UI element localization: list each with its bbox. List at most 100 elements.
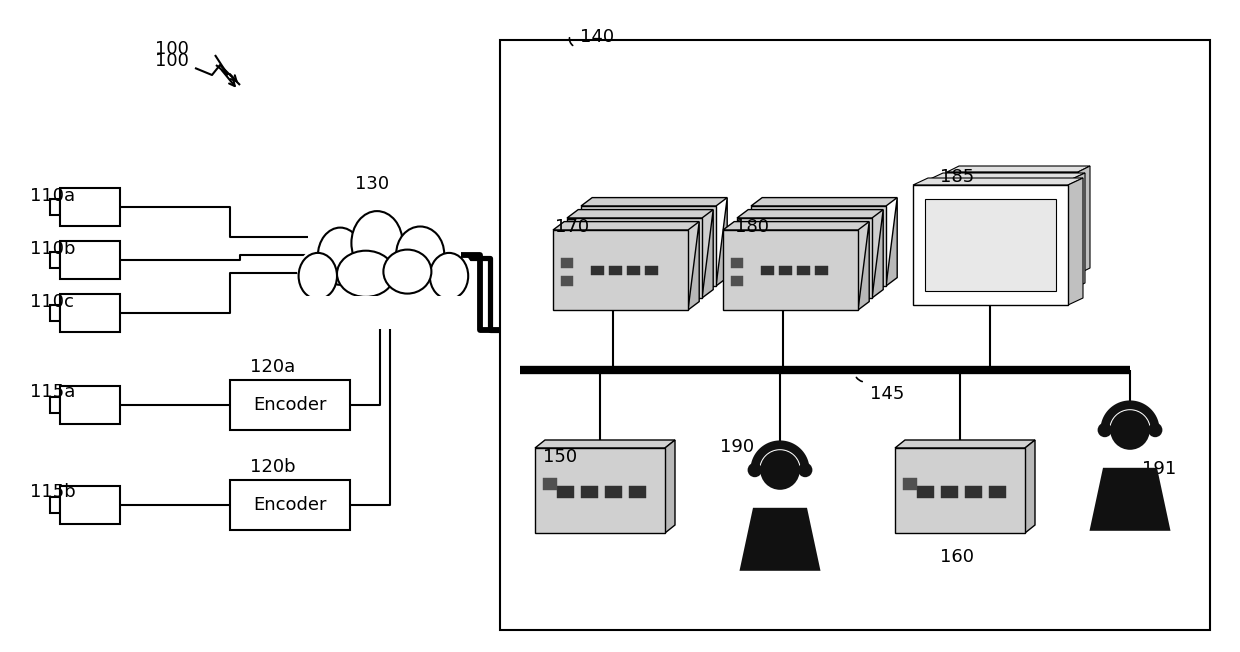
Polygon shape: [872, 209, 883, 298]
Polygon shape: [858, 222, 869, 310]
Bar: [609, 266, 622, 275]
Circle shape: [1148, 422, 1162, 437]
Ellipse shape: [383, 250, 432, 293]
Bar: [582, 486, 598, 498]
Bar: [60, 386, 120, 424]
Bar: [560, 258, 573, 268]
Polygon shape: [751, 198, 898, 206]
Circle shape: [799, 463, 812, 477]
Polygon shape: [739, 508, 821, 570]
Text: 115b: 115b: [30, 483, 76, 501]
Bar: [723, 230, 858, 310]
Polygon shape: [930, 173, 1085, 179]
Ellipse shape: [337, 251, 394, 297]
Text: Encoder: Encoder: [253, 496, 327, 514]
Bar: [567, 218, 702, 298]
Polygon shape: [895, 440, 1035, 448]
Bar: [557, 486, 574, 498]
Bar: [947, 172, 1078, 274]
Bar: [60, 241, 120, 279]
Polygon shape: [715, 198, 727, 286]
Polygon shape: [1078, 166, 1090, 274]
Polygon shape: [737, 209, 883, 218]
Bar: [965, 486, 982, 498]
Bar: [582, 206, 715, 286]
Polygon shape: [688, 222, 699, 310]
Polygon shape: [582, 198, 727, 206]
Bar: [627, 266, 640, 275]
Bar: [560, 276, 573, 286]
Bar: [543, 478, 557, 490]
Text: 110b: 110b: [30, 240, 76, 258]
Bar: [930, 179, 1073, 289]
Polygon shape: [1068, 178, 1083, 305]
Bar: [761, 266, 774, 275]
Text: 110a: 110a: [30, 187, 76, 205]
Polygon shape: [1073, 173, 1085, 289]
Text: 110c: 110c: [30, 293, 74, 311]
Bar: [50, 497, 60, 513]
Bar: [895, 448, 1025, 533]
Ellipse shape: [299, 253, 337, 299]
Ellipse shape: [430, 253, 469, 299]
Text: Encoder: Encoder: [253, 396, 327, 414]
Ellipse shape: [351, 211, 403, 275]
Ellipse shape: [317, 228, 362, 285]
Text: 170: 170: [556, 218, 589, 236]
Ellipse shape: [397, 226, 444, 282]
Text: 160: 160: [940, 548, 973, 566]
Polygon shape: [947, 166, 1090, 172]
Bar: [737, 218, 872, 298]
Bar: [925, 199, 1056, 291]
Ellipse shape: [298, 232, 472, 309]
Text: 120b: 120b: [250, 458, 295, 476]
Bar: [605, 486, 622, 498]
Bar: [50, 199, 60, 215]
Text: 100: 100: [155, 52, 188, 70]
Polygon shape: [887, 198, 898, 286]
Bar: [534, 448, 665, 533]
Polygon shape: [1025, 440, 1035, 533]
Polygon shape: [913, 178, 1083, 185]
Polygon shape: [1090, 467, 1171, 531]
Text: 115a: 115a: [30, 383, 76, 401]
Circle shape: [1097, 422, 1112, 437]
Bar: [50, 397, 60, 413]
Polygon shape: [723, 222, 869, 230]
Bar: [779, 266, 792, 275]
Text: 130: 130: [355, 175, 389, 193]
Bar: [500, 40, 1210, 630]
Bar: [732, 258, 743, 268]
Bar: [918, 486, 934, 498]
Text: 140: 140: [580, 28, 614, 46]
Text: 150: 150: [543, 448, 577, 466]
Bar: [60, 188, 120, 226]
Polygon shape: [553, 222, 699, 230]
Bar: [903, 478, 918, 490]
Bar: [941, 486, 959, 498]
Polygon shape: [567, 209, 713, 218]
Text: 145: 145: [870, 385, 904, 403]
Circle shape: [760, 450, 800, 490]
Polygon shape: [702, 209, 713, 298]
Bar: [990, 486, 1006, 498]
Circle shape: [1110, 410, 1149, 450]
Bar: [60, 486, 120, 524]
Bar: [305, 296, 465, 329]
Bar: [553, 230, 688, 310]
Bar: [50, 252, 60, 268]
Text: 100: 100: [155, 40, 188, 58]
Text: 185: 185: [940, 168, 975, 186]
Bar: [629, 486, 646, 498]
Text: 180: 180: [735, 218, 769, 236]
Bar: [229, 480, 350, 530]
Circle shape: [748, 463, 763, 477]
Bar: [229, 380, 350, 430]
Bar: [50, 305, 60, 321]
Bar: [913, 185, 1068, 305]
Bar: [591, 266, 604, 275]
Text: 191: 191: [1142, 460, 1177, 478]
Text: 190: 190: [720, 438, 754, 456]
Bar: [732, 276, 743, 286]
Bar: [751, 206, 887, 286]
